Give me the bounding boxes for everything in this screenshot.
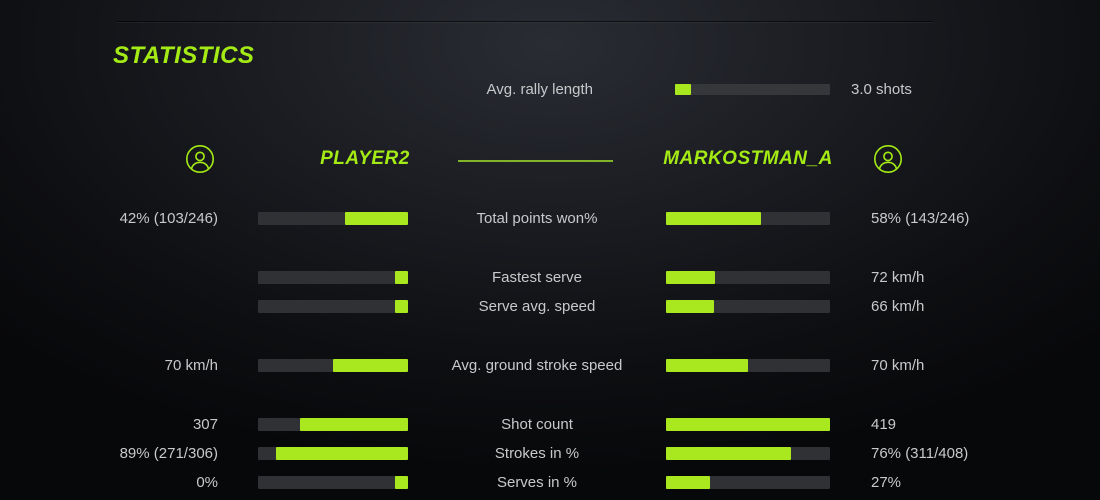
right-bar-fill — [666, 447, 791, 460]
stat-row-shot-count: 307 Shot count 419 — [0, 410, 1100, 439]
left-bar — [258, 418, 408, 431]
left-bar — [258, 447, 408, 460]
avg-rally-label: Avg. rally length — [486, 81, 593, 98]
right-bar — [666, 476, 830, 489]
left-value: 89% (271/306) — [119, 445, 218, 462]
left-bar — [258, 476, 408, 489]
right-value: 70 km/h — [871, 357, 925, 374]
left-bar-fill — [345, 212, 408, 225]
avg-rally-bar — [675, 84, 830, 95]
left-bar — [258, 271, 408, 284]
player-left-avatar-button[interactable] — [185, 144, 215, 174]
right-value: 58% (143/246) — [871, 210, 970, 227]
top-separator — [116, 21, 933, 22]
right-bar-fill — [666, 300, 714, 313]
stat-label: Serve avg. speed — [478, 298, 596, 315]
right-bar-fill — [666, 476, 711, 489]
player-right-avatar-button[interactable] — [873, 144, 903, 174]
player-right-name: MARKOSTMAN_A — [663, 148, 833, 169]
right-bar — [666, 418, 830, 431]
right-bar — [666, 359, 830, 372]
right-bar — [666, 212, 830, 225]
right-value: 66 km/h — [871, 298, 925, 315]
right-bar-fill — [666, 212, 762, 225]
left-value: 42% (103/246) — [119, 210, 218, 227]
right-bar-fill — [666, 271, 716, 284]
left-bar-fill — [300, 418, 408, 431]
right-value: 419 — [871, 416, 897, 433]
right-bar-fill — [666, 359, 748, 372]
right-value: 72 km/h — [871, 269, 925, 286]
stat-label: Fastest serve — [491, 269, 583, 286]
left-bar-fill — [394, 271, 408, 284]
right-bar — [666, 271, 830, 284]
stat-label: Strokes in % — [494, 445, 580, 462]
stat-row-total-points: 42% (103/246) Total points won% 58% (143… — [0, 204, 1100, 233]
left-value: 0% — [196, 474, 218, 491]
left-value: 307 — [192, 416, 218, 433]
left-bar — [258, 300, 408, 313]
stat-label: Total points won% — [476, 210, 598, 227]
page-title: STATISTICS — [113, 42, 255, 69]
stat-row-strokes-in: 89% (271/306) Strokes in % 76% (311/408) — [0, 439, 1100, 468]
right-value: 76% (311/408) — [871, 445, 969, 462]
left-bar — [258, 212, 408, 225]
stat-row-fastest-serve: Fastest serve 72 km/h — [0, 263, 1100, 292]
stat-label: Serves in % — [496, 474, 578, 491]
left-bar — [258, 359, 408, 372]
stat-row-serve-avg-speed: Serve avg. speed 66 km/h — [0, 292, 1100, 321]
left-bar-fill — [394, 476, 408, 489]
user-icon — [874, 145, 902, 173]
left-bar-fill — [394, 300, 408, 313]
stat-row-ground-stroke-speed: 70 km/h Avg. ground stroke speed 70 km/h — [0, 351, 1100, 380]
stat-label: Shot count — [501, 416, 573, 433]
left-value: 70 km/h — [164, 357, 218, 374]
user-icon — [186, 145, 214, 173]
right-bar — [666, 447, 830, 460]
right-value: 27% — [871, 474, 902, 491]
avg-rally-value: 3.0 shots — [851, 81, 912, 98]
player-left-name: PLAYER2 — [320, 148, 410, 169]
left-bar-fill — [333, 359, 408, 372]
right-bar — [666, 300, 830, 313]
stats-table: 42% (103/246) Total points won% 58% (143… — [0, 204, 1100, 497]
left-bar-fill — [276, 447, 408, 460]
stat-label: Avg. ground stroke speed — [451, 357, 623, 374]
avg-rally-bar-fill — [675, 84, 691, 95]
players-divider — [458, 160, 613, 162]
right-bar-fill — [666, 418, 830, 431]
stat-row-serves-in: 0% Serves in % 27% — [0, 468, 1100, 497]
